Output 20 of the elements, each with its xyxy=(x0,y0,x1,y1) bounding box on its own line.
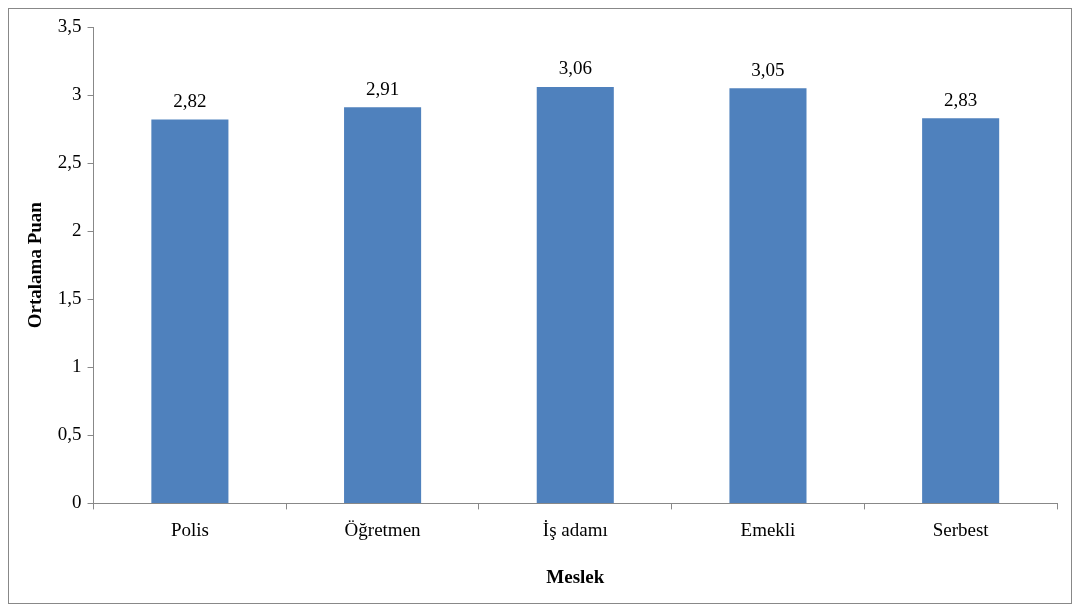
data-label: 3,05 xyxy=(751,58,785,80)
y-tick-label: 3,5 xyxy=(57,14,82,36)
x-tick-label: Öğretmen xyxy=(344,518,422,540)
y-tick-label: 2 xyxy=(72,219,82,241)
y-tick-label: 0 xyxy=(72,491,82,513)
y-tick-label: 2,5 xyxy=(57,151,82,173)
data-label: 3,06 xyxy=(558,57,592,79)
data-label: 2,91 xyxy=(365,77,400,99)
x-tick-label: İş adamı xyxy=(542,518,608,540)
x-axis-title: Meslek xyxy=(546,565,605,587)
y-axis-title: Ortalama Puan xyxy=(24,201,46,329)
y-tick-label: 3 xyxy=(72,83,82,105)
y-tick-label: 0,5 xyxy=(57,423,82,445)
x-tick-label: Emekli xyxy=(740,518,796,540)
data-label: 2,82 xyxy=(173,90,207,112)
x-tick-label: Polis xyxy=(170,518,209,540)
y-tick-label: 1 xyxy=(72,355,82,377)
y-tick-label: 1,5 xyxy=(57,287,82,309)
data-label: 2,83 xyxy=(944,88,978,110)
x-tick-label: Serbest xyxy=(932,518,990,540)
